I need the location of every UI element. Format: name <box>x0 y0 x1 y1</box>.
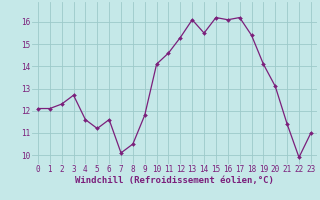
X-axis label: Windchill (Refroidissement éolien,°C): Windchill (Refroidissement éolien,°C) <box>75 176 274 185</box>
